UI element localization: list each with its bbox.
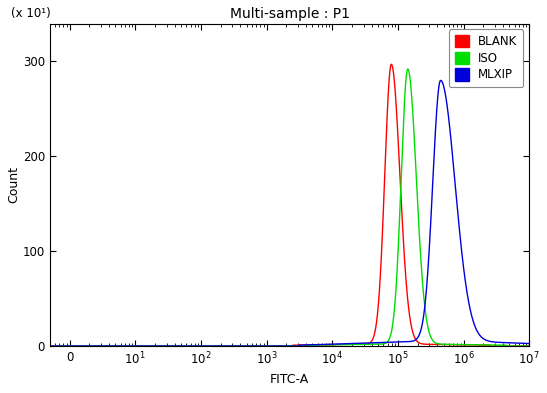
BLANK [71, 344, 77, 349]
Line: BLANK: BLANK [50, 64, 529, 346]
Title: Multi-sample : P1: Multi-sample : P1 [230, 7, 350, 21]
ISO [330, 342, 337, 347]
BLANK [402, 268, 409, 273]
ISO [402, 86, 409, 91]
ISO [404, 67, 411, 72]
Text: (x 10¹): (x 10¹) [11, 7, 51, 20]
MLXIP [71, 344, 77, 349]
MLXIP [46, 344, 53, 349]
Line: ISO: ISO [50, 69, 529, 346]
BLANK [526, 344, 533, 349]
BLANK [351, 342, 358, 347]
ISO [220, 344, 226, 349]
ISO [46, 344, 53, 349]
ISO [71, 344, 77, 349]
BLANK [220, 344, 226, 349]
BLANK [388, 62, 394, 67]
MLXIP [402, 340, 409, 344]
BLANK [46, 344, 53, 349]
BLANK [428, 342, 434, 347]
MLXIP [526, 341, 533, 346]
X-axis label: FITC-A: FITC-A [270, 373, 309, 386]
Legend: BLANK, ISO, MLXIP: BLANK, ISO, MLXIP [449, 29, 523, 87]
ISO [428, 335, 434, 340]
ISO [526, 344, 533, 349]
Y-axis label: Count: Count [7, 166, 20, 203]
MLXIP [351, 341, 358, 346]
ISO [351, 342, 358, 347]
MLXIP [438, 78, 444, 83]
MLXIP [220, 344, 226, 349]
MLXIP [428, 218, 434, 222]
Line: MLXIP: MLXIP [50, 81, 529, 346]
MLXIP [330, 342, 337, 347]
BLANK [330, 342, 337, 347]
